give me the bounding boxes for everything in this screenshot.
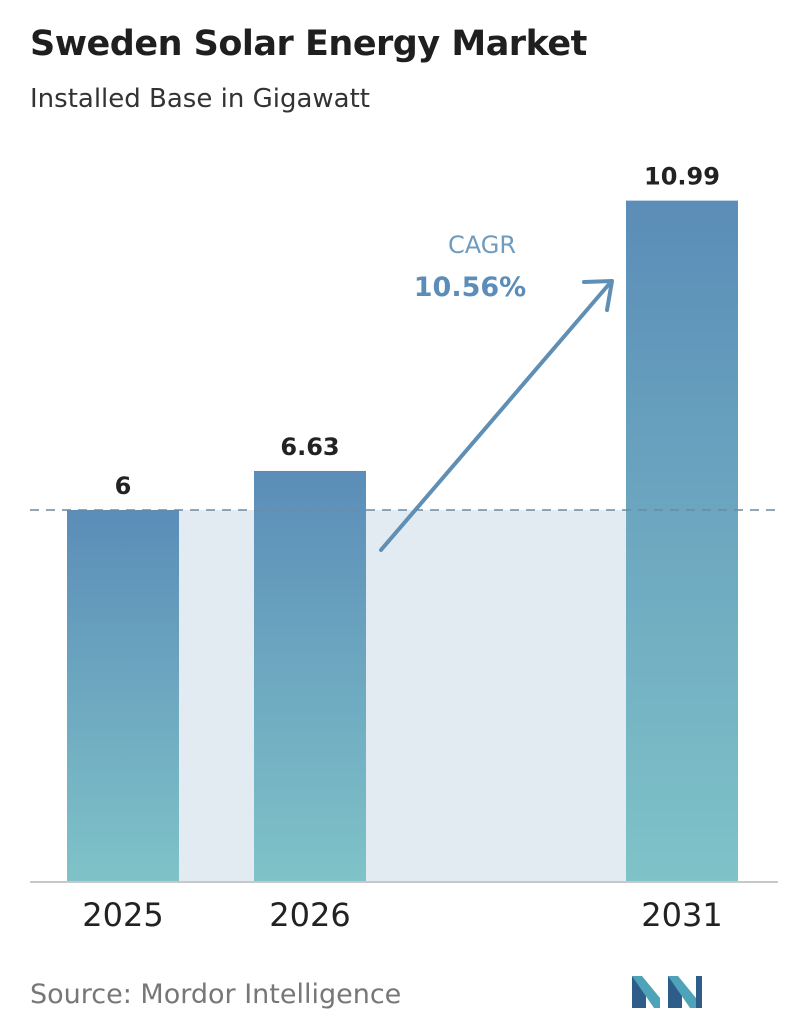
- cagr-label: CAGR: [448, 231, 516, 259]
- cagr-arrow-head: [582, 279, 614, 312]
- chart-title: Sweden Solar Energy Market: [30, 24, 587, 64]
- bar-2026: [254, 470, 366, 882]
- category-label-2031: 2031: [641, 896, 722, 934]
- value-label-2026: 6.63: [280, 433, 339, 461]
- cagr-arrow: [379, 281, 612, 552]
- category-label-2026: 2026: [269, 896, 350, 934]
- chart-subtitle: Installed Base in Gigawatt: [30, 84, 370, 114]
- bar-chart: 6 2025 6.63 2026 10.99 2031 CAGR 10.56%: [30, 163, 778, 934]
- category-label-2025: 2025: [82, 896, 163, 934]
- value-label-2031: 10.99: [644, 163, 720, 191]
- mordor-intelligence-logo-icon: [632, 976, 702, 1008]
- value-label-2025: 6: [115, 472, 132, 500]
- bar-2025: [67, 510, 179, 882]
- source-text: Source: Mordor Intelligence: [30, 979, 402, 1010]
- bar-2031: [626, 200, 738, 882]
- cagr-value: 10.56%: [414, 272, 526, 303]
